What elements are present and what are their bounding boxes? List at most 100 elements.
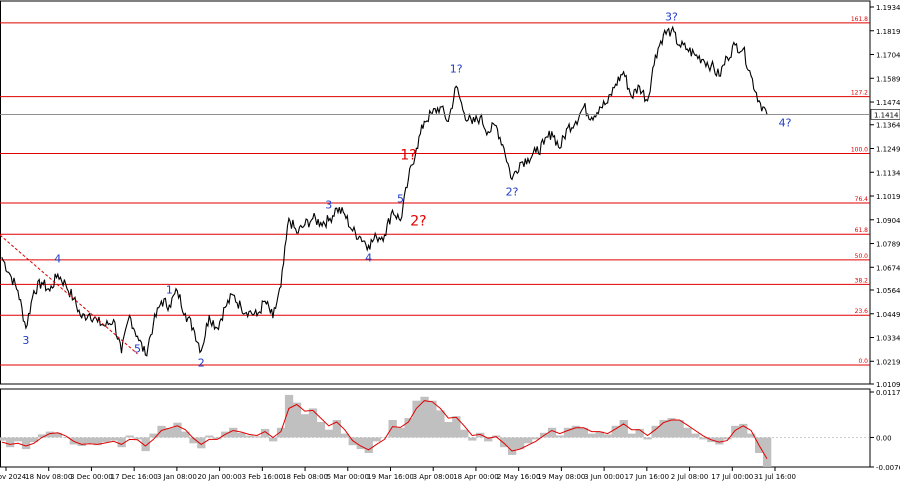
price-point — [41, 281, 43, 284]
osc-histogram-bar — [563, 427, 573, 438]
osc-histogram-bar — [675, 420, 684, 438]
price-point — [455, 85, 457, 87]
price-point — [304, 224, 306, 226]
osc-histogram-bar — [643, 437, 652, 440]
wave-label: 5 — [397, 193, 404, 206]
osc-histogram-bar — [276, 427, 286, 438]
osc-histogram-bar — [763, 437, 772, 467]
y-tick-label: 1.1819 — [876, 28, 900, 36]
y-tick-label: 1.1134 — [876, 169, 900, 177]
price-point — [511, 178, 513, 180]
osc-histogram-bar — [723, 437, 732, 440]
osc-histogram-bar — [173, 422, 182, 438]
price-point — [208, 315, 210, 317]
price-point — [216, 327, 218, 329]
price-point — [264, 300, 266, 302]
osc-histogram-bar — [165, 427, 174, 438]
y-tick-label: 1.0449 — [876, 311, 900, 319]
wave-label: 4 — [54, 252, 61, 265]
osc-histogram-bar — [316, 422, 326, 438]
osc-histogram-bar — [667, 418, 676, 438]
osc-histogram-bar — [587, 433, 596, 438]
price-panel-frame — [0, 0, 871, 385]
price-point — [89, 312, 91, 315]
y-tick-label: 1.0219 — [876, 358, 900, 366]
osc-histogram-bar — [516, 437, 525, 450]
price-point — [104, 325, 107, 327]
price-panel: 1.1934 1.1819 1.1704 1.1589 1.1474 1.1364 1.12… — [0, 0, 900, 389]
wave-label: 2? — [506, 185, 519, 198]
price-point — [742, 48, 744, 50]
price-point — [407, 178, 410, 180]
price-point — [503, 147, 505, 149]
x-tick-label: 18 Apr 00:00 — [453, 473, 499, 481]
osc-histogram-bar — [627, 433, 636, 438]
osc-histogram-bar — [547, 427, 557, 438]
fib-level-label: 100.0 — [851, 146, 868, 153]
price-point — [591, 116, 593, 118]
price-point — [112, 319, 115, 321]
x-tick-label: 2 Jul 08:00 — [671, 473, 709, 481]
osc-histogram-bar — [555, 435, 565, 438]
y-tick-label: 1.0564 — [876, 287, 900, 295]
price-point — [734, 44, 736, 46]
price-point — [622, 71, 625, 73]
price-point — [200, 350, 202, 352]
price-point — [144, 354, 147, 356]
osc-histogram-bar — [197, 437, 206, 449]
osc-histogram-bar — [611, 425, 620, 438]
price-point — [192, 327, 194, 329]
osc-histogram-bar — [181, 431, 190, 438]
price-point — [487, 131, 489, 133]
osc-histogram-bar — [300, 414, 310, 438]
osc-histogram-bar — [508, 437, 517, 455]
osc-histogram-bar — [452, 416, 461, 438]
x-tick-label: 3 Apr 08:00 — [413, 473, 454, 481]
osc-histogram-bar — [117, 437, 126, 448]
price-point — [702, 58, 704, 61]
price-point — [336, 207, 338, 209]
osc-histogram-bar — [531, 437, 541, 440]
price-point — [1, 257, 3, 259]
osc-histogram-bar — [699, 437, 708, 440]
current-price-value: 1.1414 — [874, 111, 899, 119]
price-point — [527, 158, 529, 160]
osc-signal-line — [1, 400, 768, 460]
current-price-tag — [870, 109, 900, 120]
price-point — [9, 273, 11, 275]
osc-histogram-bar — [356, 437, 365, 450]
price-point — [391, 209, 394, 211]
price-point — [583, 106, 585, 108]
y-tick-label: 1.0674 — [876, 264, 900, 272]
price-point — [630, 96, 633, 98]
osc-histogram-bar — [53, 432, 63, 438]
osc-histogram-bar — [93, 437, 102, 446]
price-point — [232, 294, 234, 296]
osc-histogram-bar — [213, 437, 222, 440]
wave-label: 3 — [325, 199, 332, 212]
price-point — [726, 56, 728, 59]
price-point — [359, 236, 362, 238]
osc-histogram-bar — [253, 436, 262, 438]
osc-histogram-bar — [101, 437, 110, 443]
osc-histogram-bar — [157, 425, 166, 438]
price-point — [352, 230, 354, 232]
osc-histogram-bar — [205, 435, 214, 438]
y-tick-label: 1.0904 — [876, 217, 900, 225]
price-point — [575, 120, 577, 123]
y-tick-label: 1.0789 — [876, 241, 900, 249]
price-point — [599, 106, 601, 108]
osc-histogram-bar — [133, 437, 142, 440]
price-point — [248, 310, 250, 313]
osc-histogram-bar — [340, 433, 349, 438]
osc-histogram-bar — [428, 400, 437, 438]
wave-label: 4 — [365, 251, 372, 264]
osc-histogram-bar — [348, 437, 357, 446]
x-tick-label: 3 Jan 08:00 — [157, 473, 197, 481]
x-tick-label: 18 Feb 08:00 — [282, 473, 328, 481]
price-point — [431, 112, 433, 114]
osc-histogram-bar — [388, 420, 397, 438]
price-point — [710, 65, 712, 67]
